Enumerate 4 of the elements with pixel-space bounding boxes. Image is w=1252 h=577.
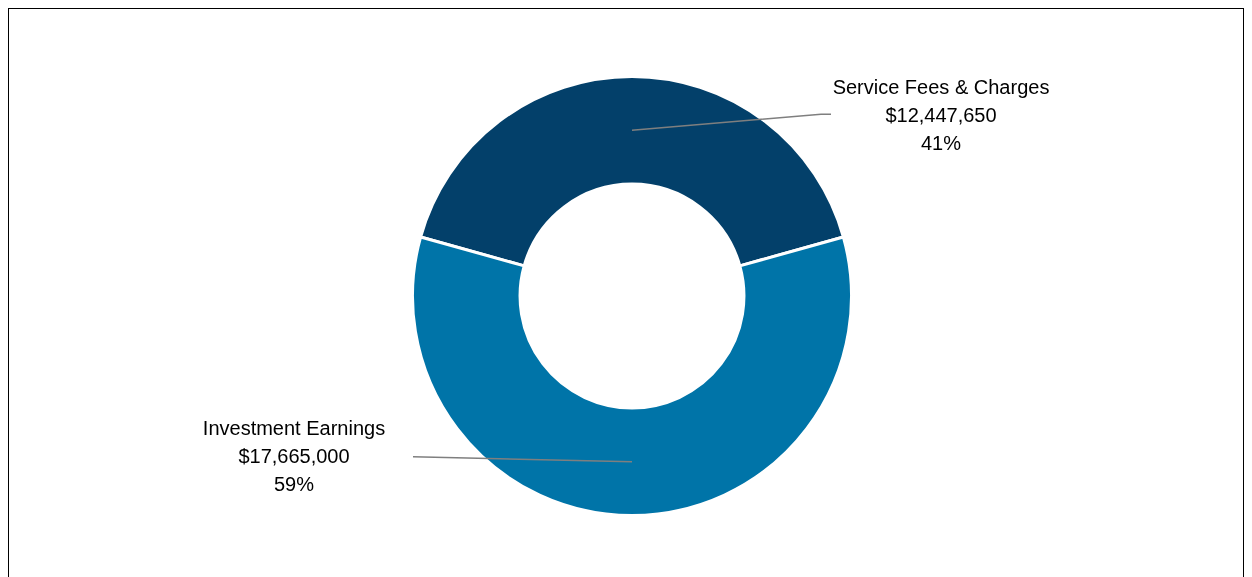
slice-label: Service Fees & Charges	[832, 75, 1050, 98]
data-label: $12,447,650 41%	[885, 103, 997, 154]
data-label: $17,665,000 59%	[238, 445, 350, 496]
slice-label: Investment Earnings	[202, 417, 386, 440]
